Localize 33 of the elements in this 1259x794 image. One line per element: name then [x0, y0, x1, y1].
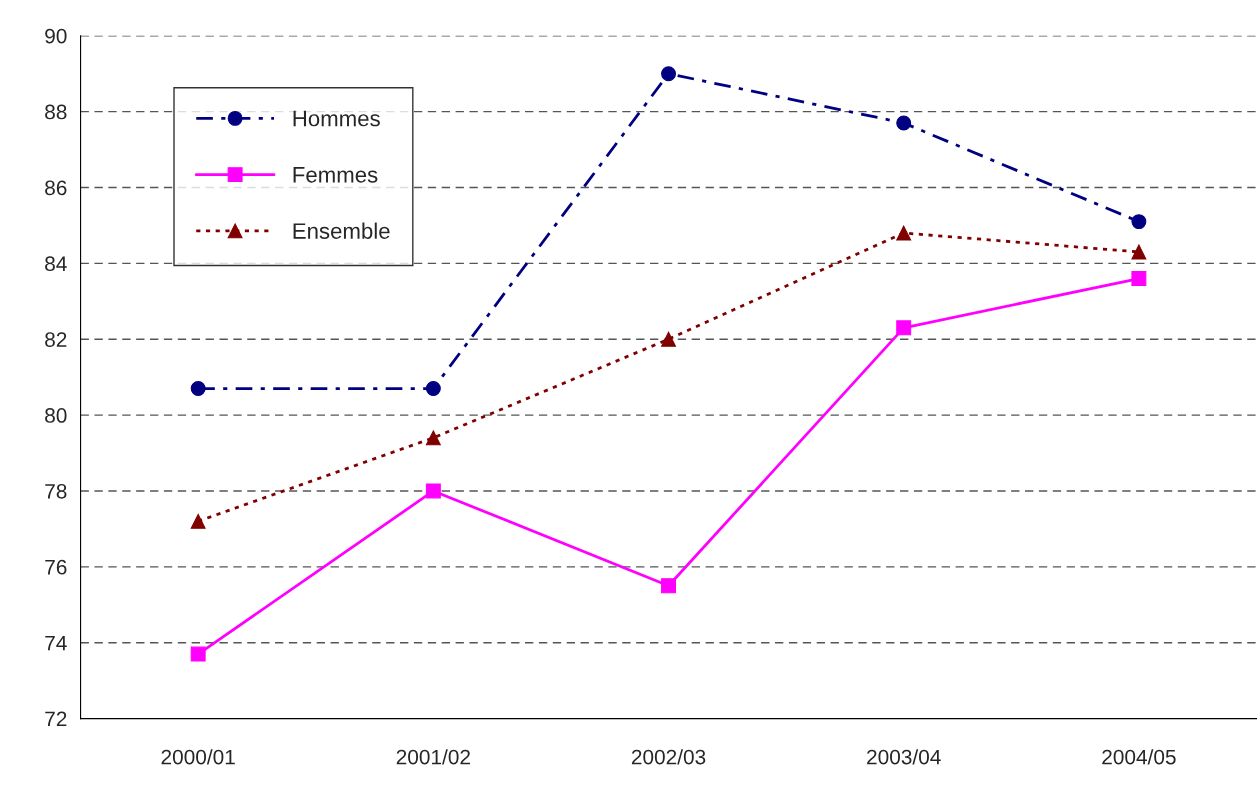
x-tick-label: 2001/02 — [396, 749, 470, 765]
point — [661, 578, 676, 594]
y-tick-label: 72 — [45, 711, 67, 727]
y-tick-label: 80 — [45, 408, 67, 423]
legend-label: Femmes — [293, 167, 378, 183]
y-tick-label: 82 — [45, 332, 67, 347]
legend-label: Ensemble — [293, 222, 390, 239]
y-tick-label: 74 — [45, 635, 67, 651]
point — [1131, 214, 1147, 230]
y-tick-label: 78 — [45, 483, 67, 499]
x-tick-label: 2003/04 — [867, 749, 941, 765]
x-tick-label: 2004/05 — [1102, 749, 1176, 765]
y-tick-label: 76 — [45, 559, 67, 575]
point — [661, 66, 676, 82]
point — [425, 430, 441, 446]
y-tick-label: 88 — [45, 104, 67, 120]
y-tick-label: 90 — [45, 28, 67, 44]
x-tick-label: 2000/01 — [161, 749, 235, 765]
point — [190, 646, 206, 662]
point — [190, 381, 206, 396]
point — [661, 331, 676, 347]
y-tick-label: 86 — [45, 180, 67, 196]
point — [1131, 271, 1147, 286]
x-tick-label: 2002/03 — [631, 749, 706, 765]
point — [190, 513, 206, 529]
point — [425, 483, 441, 499]
legend-label: Hommes — [293, 110, 380, 127]
point — [1131, 244, 1147, 260]
y-tick-label: 84 — [45, 256, 67, 272]
point — [896, 320, 912, 336]
point — [425, 381, 441, 396]
point — [896, 115, 912, 131]
point — [896, 225, 912, 241]
